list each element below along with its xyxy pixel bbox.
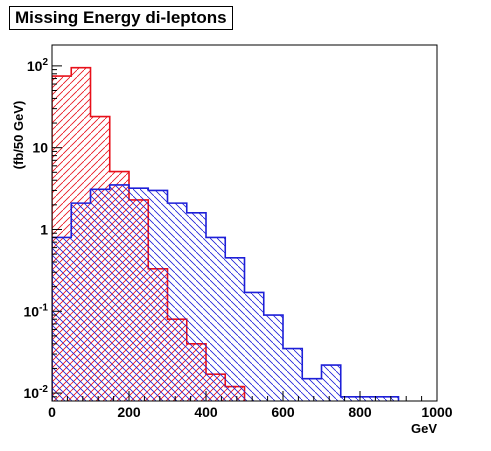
bar	[283, 348, 303, 401]
bar	[167, 203, 187, 401]
y-tick-label: 10	[32, 140, 48, 156]
bar	[109, 184, 129, 401]
bar	[379, 396, 399, 401]
bar	[321, 365, 341, 401]
bar	[148, 190, 168, 401]
y-tick-label: 10-1	[24, 302, 49, 319]
x-tick-label: 200	[117, 404, 141, 420]
x-tick-label: 600	[271, 404, 295, 420]
bar	[302, 378, 322, 401]
y-tick-label: 1	[40, 221, 48, 237]
bar	[206, 237, 226, 401]
y-axis-label: (fb/50 GeV)	[11, 101, 26, 170]
bar	[186, 212, 206, 401]
bar	[129, 188, 149, 401]
bar	[225, 257, 245, 401]
bar	[71, 203, 91, 401]
x-tick-label: 0	[48, 404, 56, 420]
bar	[244, 292, 264, 401]
bar	[340, 396, 360, 401]
y-tick-label: 10-2	[24, 384, 49, 401]
x-tick-label: 400	[194, 404, 218, 420]
series-1	[52, 184, 400, 401]
plot-frame	[51, 44, 438, 402]
x-axis-label: GeV	[411, 421, 437, 436]
x-tick-label: 1000	[421, 404, 452, 420]
bar	[90, 189, 110, 401]
bar	[360, 396, 380, 401]
series-outline	[52, 184, 400, 401]
bar	[263, 315, 283, 401]
y-tick-label: 102	[27, 57, 49, 74]
chart-title: Missing Energy di-leptons	[9, 6, 233, 30]
x-tick-label: 800	[348, 404, 372, 420]
bar	[52, 237, 72, 401]
